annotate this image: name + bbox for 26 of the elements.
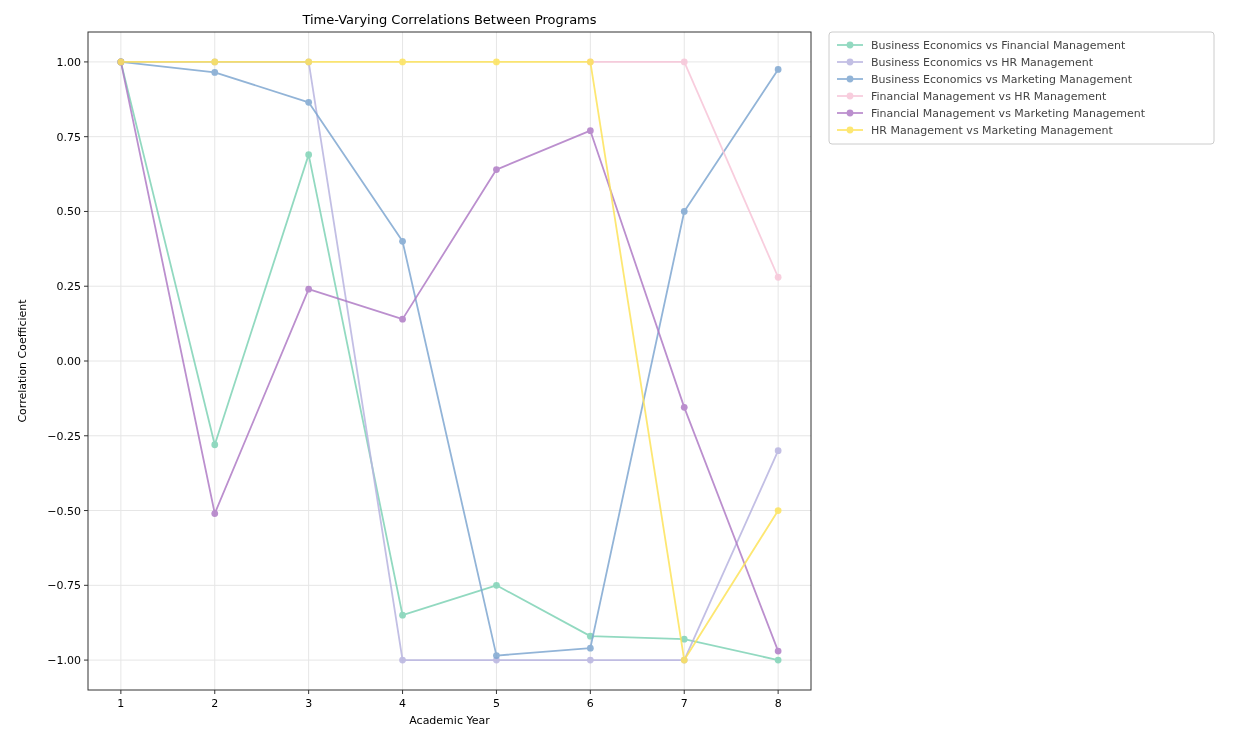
legend-label: Financial Management vs HR Management: [871, 90, 1107, 103]
y-tick-label: −0.50: [47, 504, 81, 518]
x-tick-label: 8: [774, 697, 782, 710]
y-tick-label: 0.50: [56, 205, 81, 219]
chart-title: Time-Varying Correlations Between Programs: [301, 12, 597, 27]
y-tick-label: −0.25: [47, 429, 81, 443]
x-tick-label: 2: [211, 697, 219, 710]
y-tick-label: 0.75: [56, 130, 81, 144]
legend-label: Business Economics vs Financial Management: [871, 39, 1127, 52]
legend-label: Financial Management vs Marketing Management: [871, 107, 1146, 120]
y-tick-label: 1.00: [56, 55, 81, 69]
legend-label: Business Economics vs HR Management: [871, 56, 1094, 69]
x-tick-label: 6: [586, 697, 594, 710]
x-tick-label: 5: [492, 697, 500, 710]
x-tick-label: 1: [117, 697, 125, 710]
y-tick-label: −0.75: [47, 579, 81, 593]
y-tick-label: 0.00: [56, 355, 81, 368]
legend-label: Business Economics vs Marketing Management: [871, 73, 1133, 86]
x-axis-title: Academic Year: [409, 714, 491, 727]
x-tick-label: 7: [680, 697, 688, 710]
x-tick-label: 4: [399, 697, 407, 710]
legend-label: HR Management vs Marketing Management: [871, 124, 1114, 137]
y-tick-label: 0.25: [56, 280, 81, 294]
y-axis-title: Correlation Coefficient: [16, 298, 29, 423]
y-tick-label: −1.00: [47, 654, 81, 668]
x-tick-label: 3: [305, 697, 313, 710]
